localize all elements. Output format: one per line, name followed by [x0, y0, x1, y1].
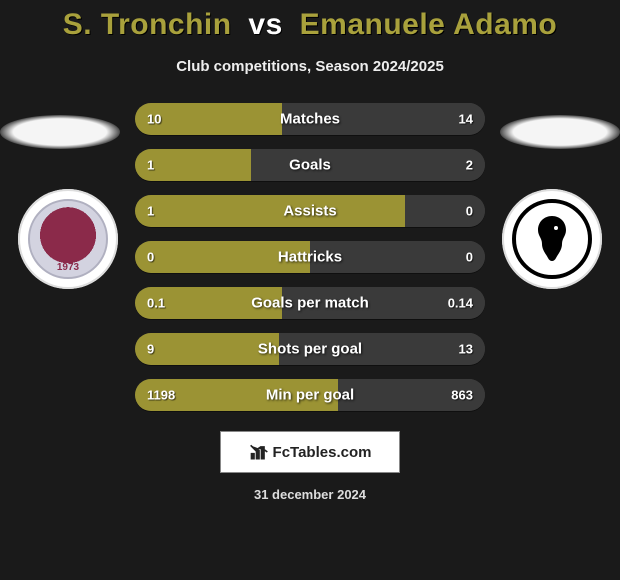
stat-row: 0.10.14Goals per match: [135, 287, 485, 319]
spotlight-right: [500, 115, 620, 149]
club-badge-right: [502, 189, 602, 289]
seahorse-icon: [532, 214, 572, 264]
stat-row: 1014Matches: [135, 103, 485, 135]
club-badge-left: 1973: [18, 189, 118, 289]
comparison-stage: 1973 1014Matches 12Goals 10Assists 00Hattri…: [0, 93, 620, 423]
subtitle: Club competitions, Season 2024/2025: [0, 58, 620, 75]
stat-row: 12Goals: [135, 149, 485, 181]
stat-row: 1198863Min per goal: [135, 379, 485, 411]
stat-label: Hattricks: [135, 249, 485, 266]
stat-label: Min per goal: [135, 387, 485, 404]
chart-icon: [249, 442, 269, 462]
player2-name: Emanuele Adamo: [300, 8, 558, 41]
club-badge-left-year: 1973: [57, 262, 79, 273]
stat-label: Goals per match: [135, 295, 485, 312]
stat-label: Goals: [135, 157, 485, 174]
page-title: S. Tronchin vs Emanuele Adamo: [0, 0, 620, 42]
date-text: 31 december 2024: [0, 487, 620, 502]
club-badge-right-inner: [512, 199, 592, 279]
stat-label: Shots per goal: [135, 341, 485, 358]
stat-row: 913Shots per goal: [135, 333, 485, 365]
stat-label: Matches: [135, 111, 485, 128]
stat-row: 00Hattricks: [135, 241, 485, 273]
fctables-logo-text: FcTables.com: [273, 444, 372, 461]
club-badge-left-inner: 1973: [28, 199, 108, 279]
stat-bars: 1014Matches 12Goals 10Assists 00Hattricks 0.…: [135, 103, 485, 411]
stat-label: Assists: [135, 203, 485, 220]
player1-name: S. Tronchin: [63, 8, 232, 41]
vs-text: vs: [248, 8, 282, 41]
fctables-logo[interactable]: FcTables.com: [220, 431, 400, 473]
stat-row: 10Assists: [135, 195, 485, 227]
spotlight-left: [0, 115, 120, 149]
